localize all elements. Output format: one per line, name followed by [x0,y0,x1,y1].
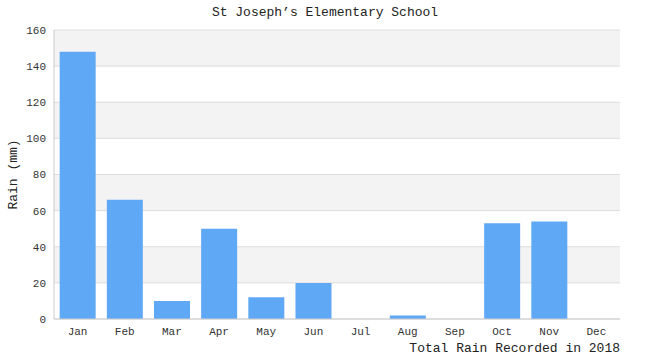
svg-text:160: 160 [26,25,46,37]
svg-text:60: 60 [33,206,46,218]
svg-text:May: May [256,326,276,338]
html-text:Total Rain Recorded in 2018: Total Rain Recorded in 2018 [409,341,620,356]
svg-text:Oct: Oct [492,326,512,338]
svg-text:Sep: Sep [445,326,465,338]
svg-text:Dec: Dec [587,326,607,338]
svg-text:Rain (mm): Rain (mm) [8,139,21,209]
svg-text:40: 40 [33,242,46,254]
svg-text:Jul: Jul [351,326,371,338]
svg-text:80: 80 [33,169,46,181]
svg-text:0: 0 [39,314,46,326]
svg-text:Jun: Jun [304,326,324,338]
svg-text:Feb: Feb [115,326,135,338]
svg-text:120: 120 [26,97,46,109]
svg-text:Apr: Apr [209,326,229,338]
svg-text:Aug: Aug [398,326,418,338]
svg-text:Mar: Mar [162,326,182,338]
html-text:St Joseph’s Elementary School: St Joseph’s Elementary School [211,5,439,20]
svg-text:100: 100 [26,133,46,145]
svg-text:140: 140 [26,61,46,73]
svg-text:Jan: Jan [68,326,88,338]
svg-text:20: 20 [33,278,46,290]
svg-text:Nov: Nov [539,326,559,338]
